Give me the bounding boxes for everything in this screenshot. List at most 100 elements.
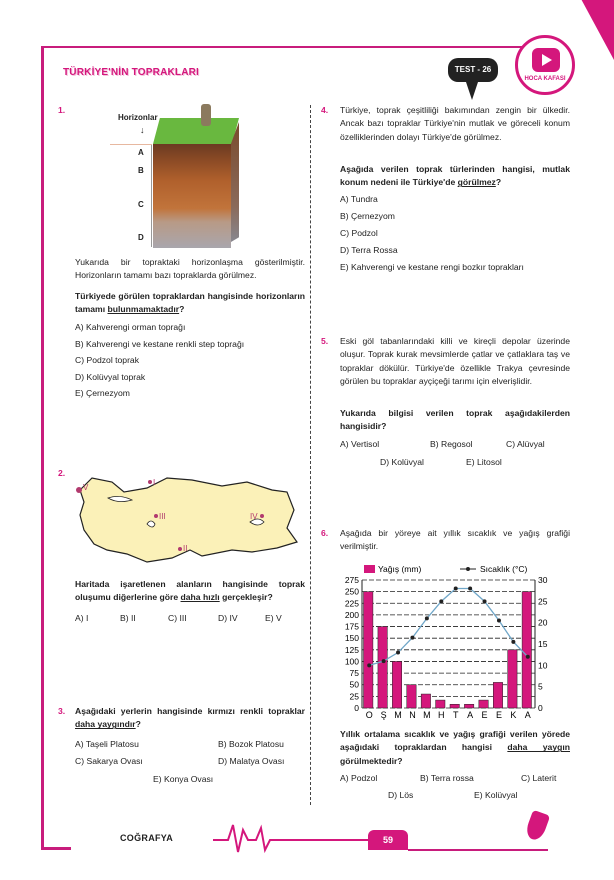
- horizon-a: A: [138, 148, 144, 157]
- svg-text:II: II: [183, 544, 187, 553]
- q3-question: Aşağıdaki yerlerin hangisinde kırmızı re…: [75, 706, 305, 730]
- soil-profile-image: [153, 104, 239, 248]
- left-tick-label: 125: [345, 645, 359, 655]
- q3-option-c[interactable]: C) Sakarya Ovası: [75, 756, 143, 766]
- precip-bar: [435, 699, 446, 709]
- left-tick-label: 100: [345, 656, 359, 666]
- q4-option-e[interactable]: E) Kahverengi ve kestane rengi bozkır to…: [340, 262, 524, 272]
- q4-number: 4.: [321, 105, 329, 115]
- month-label: K: [510, 710, 516, 720]
- lightning-icon: [466, 82, 478, 100]
- heartbeat-line-icon: [213, 824, 373, 854]
- temperature-point: [453, 586, 458, 591]
- q6-option-d[interactable]: D) Lös: [388, 790, 414, 800]
- q3-option-e[interactable]: E) Konya Ovası: [153, 774, 214, 784]
- turkey-map: I II III IV V: [76, 477, 298, 563]
- q4-option-a[interactable]: A) Tundra: [340, 194, 378, 204]
- frame-left-line: [41, 47, 44, 849]
- q5-option-e[interactable]: E) Litosol: [466, 457, 502, 467]
- q2-option-a[interactable]: A) I: [75, 613, 89, 623]
- svg-text:III: III: [159, 512, 166, 521]
- q3-option-a[interactable]: A) Taşeli Platosu: [75, 739, 139, 749]
- precip-bar: [406, 684, 417, 709]
- q1-number: 1.: [58, 105, 66, 115]
- q5-option-b[interactable]: B) Regosol: [430, 439, 473, 449]
- q5-option-d[interactable]: D) Kolüvyal: [380, 457, 424, 467]
- q4-option-d[interactable]: D) Terra Rossa: [340, 245, 398, 255]
- q1-option-d[interactable]: D) Kolüvyal toprak: [75, 372, 146, 382]
- precip-bar: [507, 649, 518, 709]
- q3-option-d[interactable]: D) Malatya Ovası: [218, 756, 285, 766]
- temperature-point: [410, 635, 415, 640]
- right-tick-label: 15: [538, 639, 548, 649]
- q5-number: 5.: [321, 336, 329, 346]
- month-label: E: [496, 710, 502, 720]
- temperature-point: [381, 659, 386, 664]
- q1-option-a[interactable]: A) Kahverengi orman toprağı: [75, 322, 186, 332]
- page-title: TÜRKİYE'NİN TOPRAKLARI: [63, 67, 200, 78]
- map-point-v: [76, 487, 82, 493]
- q1-stem: Yukarıda bir topraktaki horizonlaşma gös…: [75, 257, 305, 281]
- q6-stem: Aşağıda bir yöreye ait yıllık sıcaklık v…: [340, 528, 570, 552]
- footer-line: [408, 849, 548, 851]
- q2-number: 2.: [58, 468, 66, 478]
- q3-option-b[interactable]: B) Bozok Platosu: [218, 739, 284, 749]
- temperature-point: [468, 586, 473, 591]
- hocakafasi-logo: HOCA KAFASI: [515, 35, 575, 95]
- temperature-point: [367, 663, 372, 668]
- left-tick-label: 150: [345, 633, 359, 643]
- map-point-iv: [260, 514, 264, 518]
- q3-number: 3.: [58, 706, 66, 716]
- left-tick-label: 250: [345, 587, 359, 597]
- left-tick-label: 50: [350, 680, 360, 690]
- month-label: E: [482, 710, 488, 720]
- temperature-point: [496, 618, 501, 623]
- q2-option-c[interactable]: C) III: [168, 613, 187, 623]
- play-icon: [532, 48, 560, 72]
- temperature-point: [525, 654, 530, 659]
- q4-option-c[interactable]: C) Podzol: [340, 228, 378, 238]
- month-label: N: [409, 710, 416, 720]
- q5-option-a[interactable]: A) Vertisol: [340, 439, 380, 449]
- q6-option-a[interactable]: A) Podzol: [340, 773, 378, 783]
- precip-bar: [493, 682, 503, 709]
- right-tick-label: 30: [538, 575, 548, 585]
- q5-stem: Eski göl tabanlarındaki killi ve kireçli…: [340, 336, 570, 386]
- pencil-mascot-icon: [523, 809, 551, 843]
- legend-label-temp: Sıcaklık (°C): [480, 564, 527, 574]
- month-label: M: [394, 710, 402, 720]
- column-divider: [310, 105, 311, 805]
- q4-question: Aşağıda verilen toprak türlerinden hangi…: [340, 164, 570, 188]
- q4-stem: Türkiye, toprak çeşitliliği bakımından z…: [340, 105, 570, 142]
- month-label: T: [453, 710, 459, 720]
- q6-number: 6.: [321, 528, 329, 538]
- q4-option-b[interactable]: B) Çernezyom: [340, 211, 395, 221]
- footer-subject: COĞRAFYA: [120, 833, 174, 843]
- q1-option-b[interactable]: B) Kahverengi ve kestane renkli step top…: [75, 339, 245, 349]
- right-tick-label: 10: [538, 660, 548, 670]
- q6-option-e[interactable]: E) Kolüvyal: [474, 790, 518, 800]
- temperature-line: [369, 587, 529, 666]
- frame-bottom-line: [41, 847, 71, 850]
- left-tick-label: 75: [350, 668, 360, 678]
- q6-option-c[interactable]: C) Laterit: [521, 773, 557, 783]
- q2-option-e[interactable]: E) V: [265, 613, 282, 623]
- q2-option-b[interactable]: B) II: [120, 613, 136, 623]
- q1-option-e[interactable]: E) Çernezyom: [75, 388, 130, 398]
- legend-marker-temp: [466, 567, 470, 571]
- q5-option-c[interactable]: C) Alüvyal: [506, 439, 545, 449]
- temperature-point: [511, 639, 516, 644]
- month-label: M: [423, 710, 431, 720]
- q2-question: Haritada işaretlenen alanların hangisind…: [75, 579, 305, 603]
- q1-option-c[interactable]: C) Podzol toprak: [75, 355, 140, 365]
- q6-option-b[interactable]: B) Terra rossa: [420, 773, 474, 783]
- test-badge: TEST - 26: [448, 58, 498, 82]
- q2-option-d[interactable]: D) IV: [218, 613, 238, 623]
- precip-bar: [392, 661, 402, 709]
- precip-bar: [521, 591, 532, 709]
- right-tick-label: 5: [538, 682, 543, 692]
- legend-swatch-precip: [364, 565, 375, 573]
- month-label: O: [366, 710, 373, 720]
- horizon-d: D: [138, 233, 144, 242]
- horizon-label: Horizonlar: [118, 113, 158, 122]
